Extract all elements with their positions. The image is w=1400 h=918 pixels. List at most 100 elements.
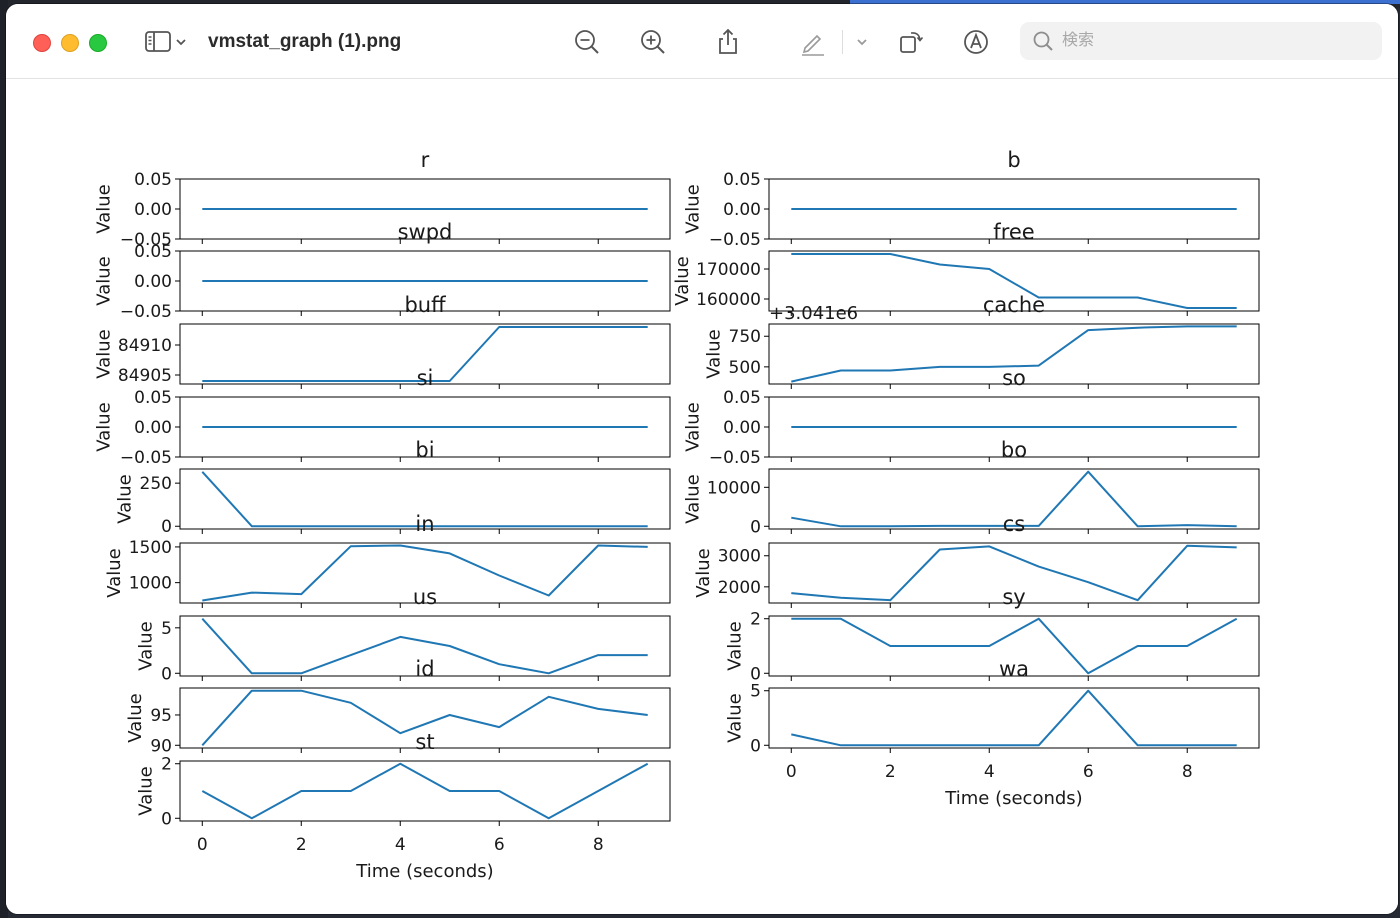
ytick-label-so: 0.05 (723, 388, 761, 408)
ytick-label-si: 0.00 (134, 418, 172, 438)
axes-frame-bi (179, 468, 671, 530)
subplot-title-cs: cs (1003, 512, 1026, 536)
ylabel-cs: Value (693, 548, 714, 597)
zoom-out-button[interactable] (573, 28, 601, 56)
annotate-button[interactable] (962, 28, 990, 56)
ytick-label-sy: 2 (750, 610, 761, 630)
zoom-in-icon (641, 30, 665, 54)
ytick-label-cs: 2000 (718, 578, 761, 598)
ytick-label-free: 170000 (696, 260, 761, 280)
image-canvas: −0.05 0.00 0.05 r Value −0.05 0.00 0.05 b Value −0… (6, 79, 1398, 914)
axes-frame-bo (768, 468, 1260, 530)
ytick-label-cache: 750 (729, 327, 761, 347)
ytick-label-buff: 84905 (118, 366, 172, 386)
ylabel-si: Value (94, 402, 115, 451)
axes-frame-in (179, 542, 671, 604)
ytick-label-swpd: 0.00 (134, 272, 172, 292)
ylabel-free: Value (672, 256, 693, 305)
zoom-in-button[interactable] (639, 28, 667, 56)
markup-menu-button[interactable] (848, 28, 876, 56)
subplot-title-bi: bi (415, 438, 434, 462)
subplot-title-wa: wa (999, 657, 1029, 681)
document-title: vmstat_graph (1).png (208, 31, 402, 52)
ytick-label-si: 0.05 (134, 388, 172, 408)
axes-frame-sy (768, 615, 1260, 677)
offset-text-free: +3.041e6 (769, 303, 858, 324)
subplot-title-r: r (421, 148, 430, 172)
ytick-label-wa: 5 (750, 682, 761, 702)
ytick-label-id: 95 (150, 706, 172, 726)
ytick-label-r: 0.00 (134, 200, 172, 220)
xtick-label-st: 2 (296, 835, 307, 855)
ytick-label-bo: 10000 (707, 478, 761, 498)
xlabel-wa: Time (seconds) (944, 788, 1082, 809)
xtick-label-wa: 0 (786, 762, 797, 782)
rotate-button[interactable] (896, 28, 924, 56)
search-input[interactable] (1062, 22, 1362, 60)
ylabel-swpd: Value (94, 256, 115, 305)
subplot-title-cache: cache (983, 293, 1045, 317)
axes-frame-cs (768, 542, 1260, 604)
markup-pen-icon (802, 34, 824, 56)
ytick-label-b: −0.05 (709, 230, 761, 250)
xtick-label-wa: 6 (1083, 762, 1094, 782)
axes-frame-id (179, 687, 671, 749)
ylabel-st: Value (136, 766, 157, 815)
xtick-label-wa: 4 (984, 762, 995, 782)
desktop-accent-strip (850, 0, 1400, 4)
series-line-id (201, 689, 648, 746)
ytick-label-st: 0 (161, 809, 172, 829)
ytick-label-r: 0.05 (134, 170, 172, 190)
axes-frame-buff (179, 323, 671, 385)
ylabel-in: Value (104, 548, 125, 597)
ytick-label-us: 5 (161, 619, 172, 639)
ytick-label-b: 0.05 (723, 170, 761, 190)
preview-window: vmstat_graph (1).png (6, 4, 1398, 914)
xtick-label-st: 8 (593, 835, 604, 855)
ylabel-cache: Value (704, 329, 725, 378)
share-button[interactable] (714, 28, 742, 56)
zoom-button[interactable] (89, 34, 107, 52)
series-line-bi (201, 471, 648, 528)
ytick-label-swpd: −0.05 (120, 302, 172, 322)
ytick-label-cs: 3000 (718, 547, 761, 567)
sidebar-toggle-button[interactable] (144, 28, 192, 56)
title-bar: vmstat_graph (1).png (6, 4, 1398, 79)
ytick-label-r: −0.05 (120, 230, 172, 250)
subplot-title-free: free (993, 220, 1034, 244)
search-field[interactable] (1020, 22, 1382, 60)
ylabel-r: Value (94, 184, 115, 233)
subplot-title-sy: sy (1002, 585, 1025, 609)
markup-button[interactable] (799, 28, 827, 56)
ylabel-so: Value (683, 402, 704, 451)
series-line-wa (791, 689, 1237, 747)
subplot-title-st: st (415, 730, 434, 754)
chevron-down-icon (176, 39, 186, 46)
xtick-label-wa: 2 (885, 762, 896, 782)
ytick-label-free: 160000 (696, 290, 761, 310)
ytick-label-bi: 0 (161, 517, 172, 537)
xlabel-st: Time (seconds) (355, 861, 493, 882)
subplot-title-id: id (415, 657, 434, 681)
axes-frame-st (179, 760, 671, 822)
toolbar-divider (842, 30, 843, 54)
series-line-cache (791, 325, 1237, 383)
ytick-label-id: 90 (150, 736, 172, 756)
xtick-label-st: 4 (395, 835, 406, 855)
ytick-label-us: 0 (161, 664, 172, 684)
ytick-label-so: 0.00 (723, 418, 761, 438)
series-line-free (791, 253, 1237, 309)
series-line-us (201, 618, 648, 675)
subplot-title-si: si (417, 366, 434, 390)
ytick-label-sy: 0 (750, 664, 761, 684)
ytick-label-st: 2 (161, 755, 172, 775)
minimize-button[interactable] (61, 34, 79, 52)
ylabel-id: Value (125, 693, 146, 742)
ylabel-bi: Value (115, 474, 136, 523)
ytick-label-cache: 500 (729, 358, 761, 378)
subplot-title-us: us (413, 585, 437, 609)
close-button[interactable] (33, 34, 51, 52)
axes-frame-wa (768, 687, 1260, 749)
subplot-title-swpd: swpd (398, 220, 453, 244)
annotate-icon (964, 30, 988, 54)
